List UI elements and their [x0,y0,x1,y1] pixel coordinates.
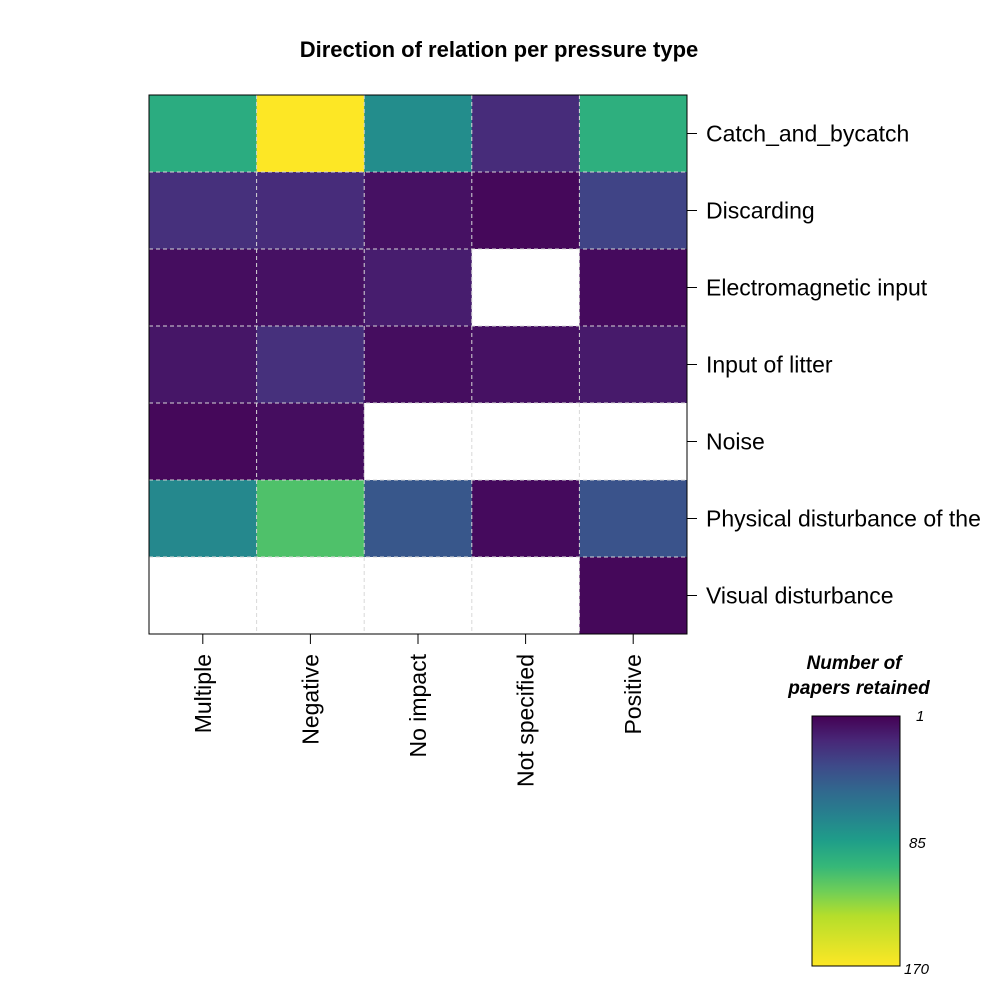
column-label: Multiple [190,654,216,733]
heatmap-cell [471,95,580,173]
heatmap-cell [256,249,365,327]
heatmap-cell [579,249,688,327]
heatmap-cell [149,326,258,404]
heatmap-cell [579,326,688,404]
column-label: No impact [405,653,431,757]
row-label: Input of litter [706,352,833,378]
heatmap-cell [579,95,688,173]
heatmap-cell [256,403,365,481]
heatmap-cell [579,557,688,635]
heatmap-cell [579,480,688,558]
colorbar-legend: Number of papers retained 1 85 170 [787,653,930,978]
heatmap-cell [471,249,580,327]
heatmap-cell [149,172,258,250]
heatmap-cell [256,172,365,250]
colorbar-gradient [811,715,901,967]
heatmap-cell [471,326,580,404]
heatmap-cell [471,557,580,635]
row-label: Catch_and_bycatch [706,121,909,147]
heatmap-cell [364,480,473,558]
column-label: Not specified [513,654,539,787]
heatmap-cell [149,95,258,173]
chart-title: Direction of relation per pressure type [300,37,699,62]
heatmap-cell [149,557,258,635]
heatmap-cell [364,172,473,250]
heatmap-cell [471,172,580,250]
colorbar-tick-max: 170 [904,961,930,978]
heatmap-cell [579,403,688,481]
row-label: Noise [706,429,765,455]
heatmap-cell [256,480,365,558]
row-label: Discarding [706,198,815,224]
heatmap-gridlines [149,95,687,634]
column-axis: Multiple Negative No impact Not specified Po… [190,634,646,787]
colorbar-title-line1: Number of [807,653,904,674]
heatmap-cell [471,403,580,481]
column-label: Negative [297,654,323,745]
heatmap-cell [149,480,258,558]
heatmap-cells [149,95,688,635]
heatmap-cell [364,403,473,481]
heatmap-cell [256,557,365,635]
colorbar-tick-mid: 85 [909,835,926,852]
heatmap-cell [364,326,473,404]
heatmap-cell [149,249,258,327]
heatmap-cell [256,95,365,173]
heatmap-cell [471,480,580,558]
column-label: Positive [620,654,646,735]
heatmap-cell [364,95,473,173]
heatmap-cell [364,249,473,327]
row-label: Visual disturbance [706,583,894,609]
row-axis: Catch_and_bycatch Discarding Electromagnet… [687,121,981,609]
heatmap-cell [149,403,258,481]
colorbar-tick-min: 1 [916,708,924,725]
colorbar-title-line2: papers retained [787,678,930,699]
heatmap-cell [364,557,473,635]
heatmap-cell [256,326,365,404]
row-label: Electromagnetic input [706,275,928,301]
row-label: Physical disturbance of the [706,506,981,532]
heatmap-cell [579,172,688,250]
